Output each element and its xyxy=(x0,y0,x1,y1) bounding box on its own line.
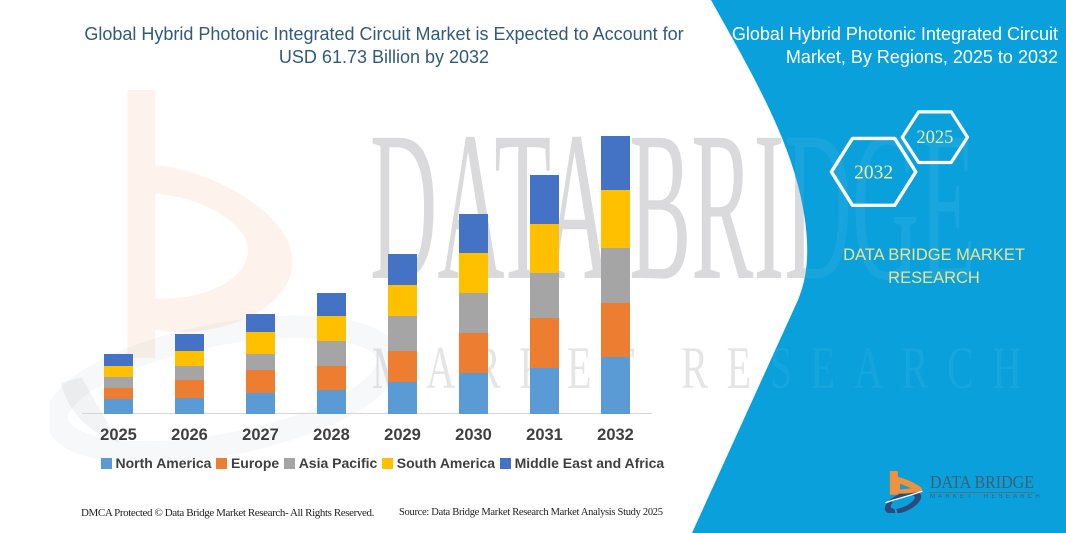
svg-text:DATA BRIDGE: DATA BRIDGE xyxy=(930,472,1034,492)
svg-text:2025: 2025 xyxy=(916,128,953,148)
svg-text:2032: 2032 xyxy=(854,163,893,184)
